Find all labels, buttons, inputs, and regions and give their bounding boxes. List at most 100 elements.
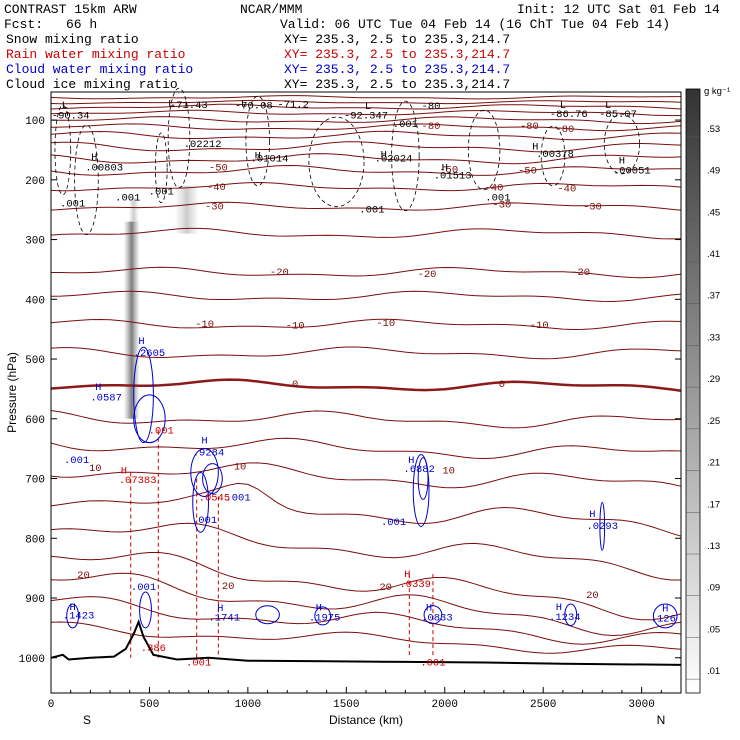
cloud-water-label: .0833: [421, 613, 453, 625]
cloud-ice-contour: [308, 116, 365, 208]
cloud-water-label: .6882: [403, 464, 435, 476]
cloud-ice-label: -85.07: [599, 109, 637, 121]
cloud-ice-label: .01014: [251, 154, 289, 166]
isotherm-label: -50: [209, 163, 228, 175]
rain-label: .001: [186, 657, 211, 669]
cloud-water-contour: [139, 591, 152, 629]
cloud-water-field-xy: XY= 235.3, 2.5 to 235.3,214.7: [284, 62, 510, 77]
rain-label: .001: [149, 426, 174, 438]
isotherm-line: [50, 109, 682, 117]
cloud-water-label: .0293: [586, 521, 618, 533]
cloud-water-label: .001: [131, 582, 156, 594]
isotherm-label: 0: [292, 379, 298, 391]
cloud-water-label: H: [138, 336, 144, 348]
rain-field-name: Rain water mixing ratio: [6, 47, 185, 62]
cloud-water-contour: [423, 605, 443, 625]
cloud-water-contour: [599, 501, 606, 551]
cloud-ice-label: .02024: [375, 154, 413, 166]
cloud-ice-label: .001: [60, 198, 85, 210]
cloud-ice-label: H: [442, 163, 448, 175]
colorbar-tick-label: .33: [707, 332, 720, 343]
cloud-water-label: .001: [64, 455, 89, 467]
cloud-ice-label: .001: [359, 204, 384, 216]
x-tick-label: 1500: [333, 699, 359, 711]
colorbar-tick-label: .09: [707, 583, 720, 594]
cloud-water-contour: [192, 472, 209, 533]
cloud-ice-label: .001: [393, 119, 418, 131]
x-tick-label: 3000: [628, 699, 654, 711]
cloud-ice-contour: [391, 100, 420, 212]
x-tick-label: 0: [48, 699, 55, 711]
cloud-water-label: H: [426, 602, 432, 614]
cloud-ice-label: L: [62, 100, 68, 112]
isotherm-line: [50, 596, 682, 645]
x-tick-label: 2000: [432, 699, 458, 711]
rain-label: H: [404, 569, 410, 581]
isotherm-label: -30: [205, 201, 224, 213]
isotherm-label: 0: [499, 379, 505, 391]
cloud-water-label: .2605: [134, 348, 166, 360]
axes: 0 500 1000 1500 2000 2500 30001002003004005006…: [5, 91, 682, 727]
cloud-ice-label: H: [532, 142, 538, 154]
isotherm-label: -10: [195, 319, 214, 331]
colorbar-tick-label: .05: [707, 624, 720, 635]
isotherm-line: [50, 572, 682, 637]
isotherm-line: [50, 290, 682, 303]
cloud-ice-label: .02212: [184, 139, 222, 151]
cloud-water-contour: [190, 448, 219, 497]
isotherm-line: [50, 201, 682, 211]
colorbar-tick-label: .17: [707, 499, 720, 510]
cloud-ice-label: -92.347: [344, 111, 388, 123]
cloud-ice-contour: [245, 95, 270, 187]
cloud-water-label: H: [316, 602, 322, 614]
cloud-water-contour: [314, 606, 332, 626]
model-title: CONTRAST 15km ARW: [4, 2, 137, 17]
cloud-ice-label: L: [241, 99, 247, 111]
plot-area: -80 -80 -80 -50 -50 -50 -40 -40 -40 -30 -30 -30 -20 -…: [50, 87, 682, 669]
cloud-ice-label: .001: [485, 193, 510, 205]
colorbar-tick-label: .37: [707, 291, 720, 302]
y-tick-label: 400: [25, 295, 45, 307]
cloud-water-contour: [133, 394, 166, 444]
isotherm-line: [50, 141, 682, 153]
isotherm-label: -40: [485, 182, 504, 194]
cloud-ice-contour: [167, 87, 191, 189]
isotherm-line: [50, 95, 681, 100]
rain-label: .0339: [399, 579, 431, 591]
isotherm-line: [50, 123, 682, 132]
cloud-ice-contour: [603, 113, 641, 175]
terrain-line: [50, 619, 682, 666]
cloud-ice-label: .001: [149, 187, 174, 199]
isotherm-label: -30: [492, 200, 511, 212]
init-time: Init: 12 UTC Sat 01 Feb 14: [517, 2, 720, 17]
colorbar-tick-label: .41: [707, 249, 720, 260]
cloud-water-label: .0587: [90, 393, 122, 405]
isotherm-label: -30: [583, 201, 602, 213]
x-tick-label: 2500: [530, 699, 556, 711]
isotherm-line: [50, 318, 682, 331]
cloud-water-label: H: [70, 602, 76, 614]
colorbar-tick-label: .49: [707, 166, 720, 177]
cloud-water-label: .001: [381, 517, 406, 529]
isotherm-label: -80: [555, 124, 574, 136]
isotherm-label: 10: [234, 461, 247, 473]
rain-label: .07383: [119, 475, 157, 487]
cloud-water-label: .001: [225, 492, 250, 504]
cloud-water-contour: [417, 457, 429, 500]
colorbar-tick-label: .13: [707, 541, 720, 552]
cloud-ice-label: -70.08: [235, 101, 273, 113]
cloud-water-label: .1423: [63, 611, 95, 623]
isotherm-label: -40: [207, 182, 226, 194]
isotherm-line: [50, 116, 682, 125]
isotherm-line: [50, 346, 682, 360]
isotherm-label: 20: [379, 582, 392, 594]
colorbar-tick-label: .21: [707, 458, 720, 469]
colorbar-unit: g kg⁻¹: [704, 86, 730, 97]
cloud-ice-label: L: [605, 100, 611, 112]
cloud-ice-label: .001: [115, 193, 140, 205]
isotherm-line: [50, 227, 682, 240]
isotherm-label: -50: [518, 166, 537, 178]
isotherm-label: 20: [77, 570, 90, 582]
cloud-ice-label: L: [560, 100, 566, 112]
cloud-water-contour: [133, 346, 154, 444]
